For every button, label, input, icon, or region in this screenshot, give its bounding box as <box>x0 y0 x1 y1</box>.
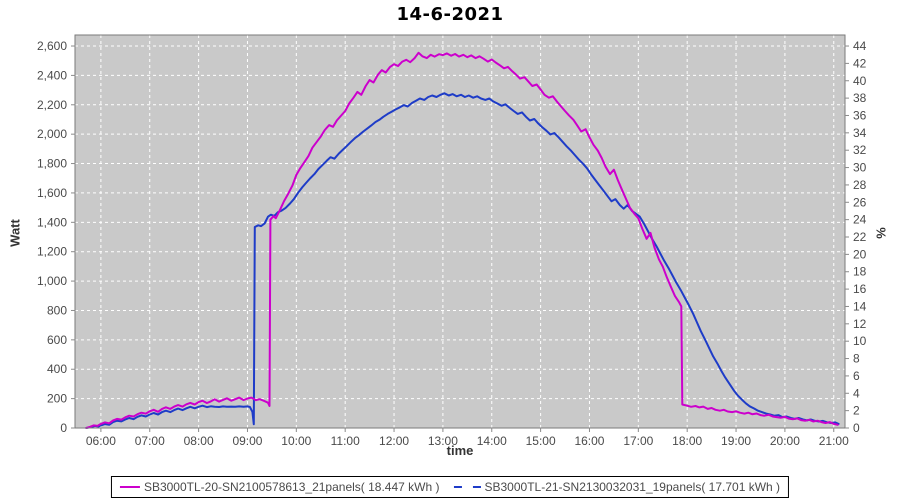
y-axis-tick-label-right: 44 <box>853 39 867 53</box>
legend-label-inverter-21: SB3000TL-21-SN2130032031_19panels( 17.70… <box>484 480 781 494</box>
y-axis-title-left: Watt <box>7 219 23 247</box>
y-axis-right: 0246810121416182022242628303234363840424… <box>845 39 867 435</box>
legend-item-inverter-20: SB3000TL-20-SN2100578613_21panels( 18.44… <box>119 480 440 494</box>
y-axis-left: 0 200 400 600 800 1,000 1,200 1,400 1,600 1,800 2,… <box>37 39 75 435</box>
y-axis-tick-label-right: 36 <box>853 108 867 122</box>
blue-line-marker-icon <box>453 486 462 488</box>
x-axis-tick-label: 11:00 <box>331 434 360 448</box>
y-axis-tick-label-right: 28 <box>853 178 867 192</box>
y-axis-tick-label-right: 24 <box>853 213 867 227</box>
y-axis-tick-label-right: 18 <box>853 265 867 279</box>
y-axis-tick-label-left: 0 <box>60 421 67 435</box>
magenta-line-marker-icon <box>119 486 140 488</box>
y-axis-tick-label-left: 1,200 <box>37 245 67 259</box>
y-axis-tick-label-left: 600 <box>47 333 67 347</box>
y-axis-tick-label-right: 38 <box>853 91 867 105</box>
y-axis-tick-label-right: 0 <box>853 421 860 435</box>
y-axis-tick-label-right: 40 <box>853 74 867 88</box>
y-axis-tick-label-left: 1,600 <box>37 186 67 200</box>
x-axis-tick-label: 09:00 <box>232 434 262 448</box>
y-axis-tick-label-left: 1,400 <box>37 215 67 229</box>
gridlines <box>75 35 845 428</box>
y-axis-tick-label-right: 16 <box>853 282 867 296</box>
y-axis-tick-label-left: 2,400 <box>37 68 67 82</box>
y-axis-tick-label-right: 8 <box>853 352 860 366</box>
blue-line-marker-icon <box>472 486 481 488</box>
y-axis-tick-label-right: 12 <box>853 317 867 331</box>
x-axis-title: time <box>446 443 474 458</box>
y-axis-tick-label-left: 1,000 <box>37 274 67 288</box>
x-axis-tick-label: 06:00 <box>86 434 116 448</box>
x-axis-tick-label: 07:00 <box>135 434 165 448</box>
series-line-sb3000tl-20 <box>85 51 839 429</box>
legend: SB3000TL-20-SN2100578613_21panels( 18.44… <box>110 476 790 498</box>
y-axis-tick-label-left: 2,600 <box>37 39 67 53</box>
y-axis-tick-label-right: 4 <box>853 386 860 400</box>
y-axis-tick-label-right: 30 <box>853 161 867 175</box>
y-axis-tick-label-left: 400 <box>47 362 67 376</box>
y-axis-tick-label-right: 20 <box>853 247 867 261</box>
y-axis-tick-label-right: 22 <box>853 230 867 244</box>
y-axis-tick-label-right: 10 <box>853 334 867 348</box>
legend-label-inverter-20: SB3000TL-20-SN2100578613_21panels( 18.44… <box>143 480 440 494</box>
y-axis-tick-label-left: 800 <box>47 303 67 317</box>
x-axis-tick-label: 21:00 <box>819 434 849 448</box>
x-axis-tick-label: 20:00 <box>770 434 800 448</box>
y-axis-title-right: % <box>873 227 889 239</box>
x-axis: 06:00 07:00 08:00 09:00 10:00 11:00 12:00 13:00… <box>86 428 849 448</box>
x-axis-tick-label: 18:00 <box>672 434 702 448</box>
y-axis-tick-label-right: 32 <box>853 143 867 157</box>
y-axis-tick-label-left: 200 <box>47 392 67 406</box>
x-axis-tick-label: 19:00 <box>721 434 751 448</box>
x-axis-tick-label: 15:00 <box>526 434 556 448</box>
chart-title: 14-6-2021 <box>396 4 504 25</box>
y-axis-tick-label-right: 26 <box>853 195 867 209</box>
x-axis-tick-label: 16:00 <box>574 434 604 448</box>
x-axis-tick-label: 12:00 <box>379 434 409 448</box>
y-axis-tick-label-right: 2 <box>853 404 860 418</box>
y-axis-tick-label-right: 34 <box>853 126 867 140</box>
legend-item-inverter-21: SB3000TL-21-SN2130032031_19panels( 17.70… <box>453 480 781 494</box>
x-axis-tick-label: 10:00 <box>281 434 311 448</box>
y-axis-tick-label-left: 2,200 <box>37 98 67 112</box>
y-axis-tick-label-right: 14 <box>853 299 867 313</box>
series-line-sb3000tl-21 <box>85 92 840 429</box>
x-axis-tick-label: 13:00 <box>428 434 458 448</box>
y-axis-tick-label-left: 2,000 <box>37 127 67 141</box>
y-axis-tick-label-right: 6 <box>853 369 860 383</box>
y-axis-tick-label-left: 1,800 <box>37 157 67 171</box>
x-axis-tick-label: 08:00 <box>184 434 214 448</box>
x-axis-tick-label: 17:00 <box>623 434 653 448</box>
y-axis-tick-label-right: 42 <box>853 56 867 70</box>
x-axis-tick-label: 14:00 <box>477 434 507 448</box>
plot-border <box>74 34 846 429</box>
